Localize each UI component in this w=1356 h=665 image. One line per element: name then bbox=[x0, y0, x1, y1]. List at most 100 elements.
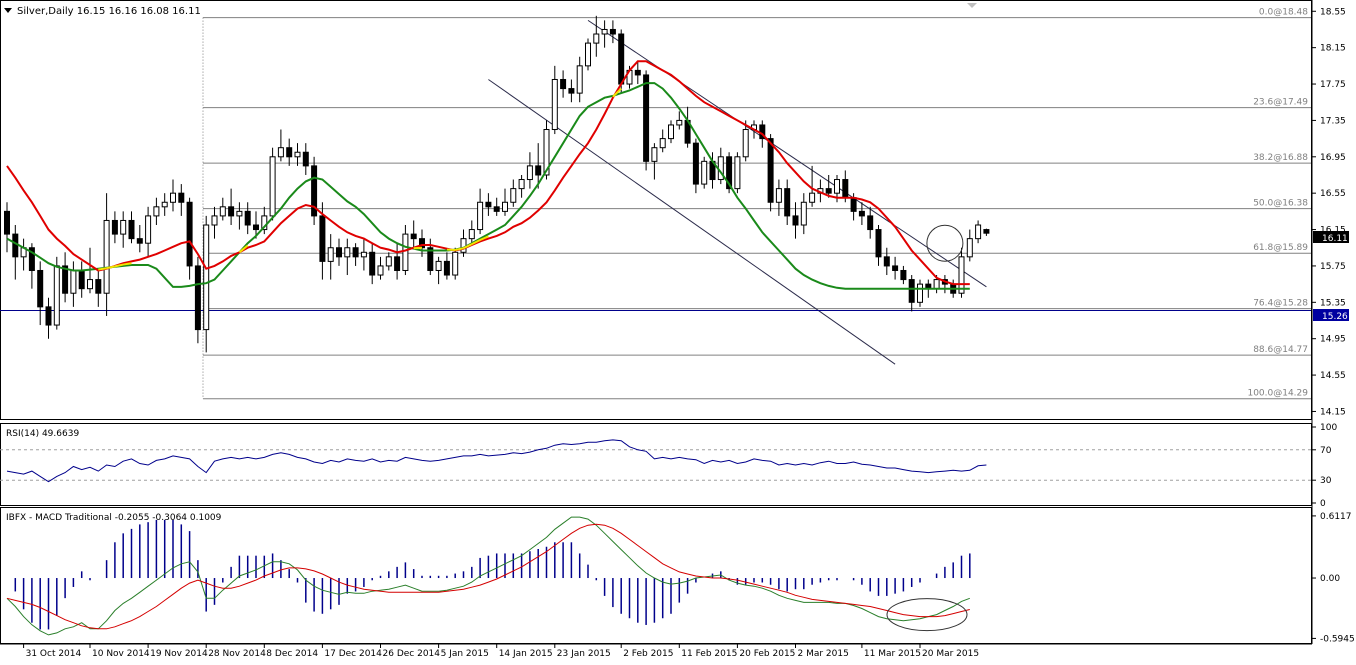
fib-label: 76.4@15.28 bbox=[1253, 299, 1308, 309]
candle bbox=[702, 157, 707, 189]
macd-tick-label: -0.5945 bbox=[1320, 634, 1355, 644]
candle-body bbox=[436, 261, 441, 270]
candle-body bbox=[38, 270, 43, 306]
candle-body bbox=[444, 261, 449, 275]
candle-body bbox=[54, 266, 59, 325]
candle-body bbox=[237, 211, 242, 216]
candle bbox=[644, 70, 649, 170]
candle-body bbox=[511, 189, 516, 203]
time-tick-label: 5 Jan 2015 bbox=[441, 649, 489, 659]
candle-body bbox=[884, 257, 889, 266]
candle-body bbox=[179, 193, 184, 202]
ema-cross-highlight bbox=[123, 263, 131, 264]
candle-body bbox=[478, 202, 483, 229]
candle-body bbox=[254, 225, 259, 230]
price-tick-label: 15.35 bbox=[1320, 298, 1346, 308]
rsi-tick-label: 30 bbox=[1320, 476, 1332, 486]
candle-body bbox=[735, 157, 740, 189]
candle-body bbox=[793, 216, 798, 225]
candle-body bbox=[909, 280, 914, 303]
candle-body bbox=[901, 270, 906, 279]
time-tick-label: 26 Dec 2014 bbox=[383, 649, 441, 659]
candle-body bbox=[577, 66, 582, 93]
price-tick-label: 18.15 bbox=[1320, 44, 1346, 54]
hline-price-label: 15.26 bbox=[1322, 312, 1348, 322]
rsi-label: RSI(14) 49.6639 bbox=[6, 429, 79, 439]
time-tick-label: 20 Feb 2015 bbox=[739, 649, 795, 659]
candle-body bbox=[303, 152, 308, 166]
candle-body bbox=[677, 120, 682, 125]
candle-body bbox=[859, 211, 864, 216]
candle-body bbox=[146, 216, 151, 243]
candle-body bbox=[386, 257, 391, 266]
time-tick-label: 8 Dec 2014 bbox=[266, 649, 318, 659]
candle-body bbox=[187, 202, 192, 266]
candle-body bbox=[370, 252, 375, 275]
candle-body bbox=[552, 79, 557, 129]
candle-body bbox=[984, 230, 989, 234]
main-panel-frame bbox=[1, 1, 1312, 420]
candle-body bbox=[801, 202, 806, 225]
candle-body bbox=[378, 266, 383, 275]
price-tick-label: 17.35 bbox=[1320, 116, 1346, 126]
price-tick-label: 14.15 bbox=[1320, 407, 1346, 417]
candle-body bbox=[96, 280, 101, 294]
candle-body bbox=[527, 166, 532, 180]
fib-label: 50.0@16.38 bbox=[1253, 199, 1308, 209]
candle bbox=[270, 148, 275, 221]
candle-body bbox=[88, 280, 93, 289]
candle-body bbox=[702, 161, 707, 184]
candle-body bbox=[270, 157, 275, 216]
time-tick-label: 10 Nov 2014 bbox=[92, 649, 150, 659]
candle bbox=[453, 248, 458, 280]
candle-body bbox=[5, 211, 10, 234]
candle-body bbox=[245, 211, 250, 225]
fib-label: 23.6@17.49 bbox=[1253, 98, 1308, 108]
candle-body bbox=[785, 189, 790, 216]
candle-body bbox=[918, 284, 923, 302]
candle-body bbox=[137, 239, 142, 244]
fib-label: 61.8@15.89 bbox=[1253, 243, 1308, 253]
candle-body bbox=[967, 239, 972, 257]
candle-body bbox=[361, 252, 366, 257]
time-tick-label: 11 Mar 2015 bbox=[864, 649, 921, 659]
candle-body bbox=[619, 34, 624, 84]
candle-body bbox=[328, 248, 333, 262]
candle-body bbox=[851, 198, 856, 212]
time-tick-label: 19 Nov 2014 bbox=[150, 649, 208, 659]
price-tick-label: 15.75 bbox=[1320, 262, 1346, 272]
candle-body bbox=[635, 70, 640, 75]
ema-cross-highlight bbox=[98, 268, 106, 269]
candle-body bbox=[13, 234, 18, 257]
candle-body bbox=[561, 79, 566, 88]
candle-body bbox=[112, 220, 117, 234]
candle-body bbox=[345, 248, 350, 257]
candle-body bbox=[602, 29, 607, 34]
candle-body bbox=[461, 239, 466, 253]
candle-body bbox=[536, 166, 541, 175]
candle bbox=[586, 39, 591, 71]
fib-label: 100.0@14.29 bbox=[1247, 389, 1308, 399]
candle-body bbox=[586, 43, 591, 66]
candle-body bbox=[893, 266, 898, 271]
time-tick-label: 11 Feb 2015 bbox=[681, 649, 737, 659]
candle-body bbox=[46, 307, 51, 325]
fib-label: 38.2@16.88 bbox=[1253, 153, 1308, 163]
candle-body bbox=[494, 207, 499, 212]
candle-body bbox=[403, 234, 408, 270]
candle-body bbox=[519, 180, 524, 189]
candle-body bbox=[353, 248, 358, 257]
candle-body bbox=[121, 220, 126, 234]
candle-body bbox=[71, 270, 76, 293]
candle-body bbox=[229, 207, 234, 216]
candle-body bbox=[278, 148, 283, 157]
candle-body bbox=[934, 280, 939, 289]
candle-body bbox=[79, 270, 84, 288]
candle-body bbox=[195, 266, 200, 330]
candle-body bbox=[868, 216, 873, 230]
candle-body bbox=[411, 234, 416, 239]
price-tick-label: 16.55 bbox=[1320, 189, 1346, 199]
